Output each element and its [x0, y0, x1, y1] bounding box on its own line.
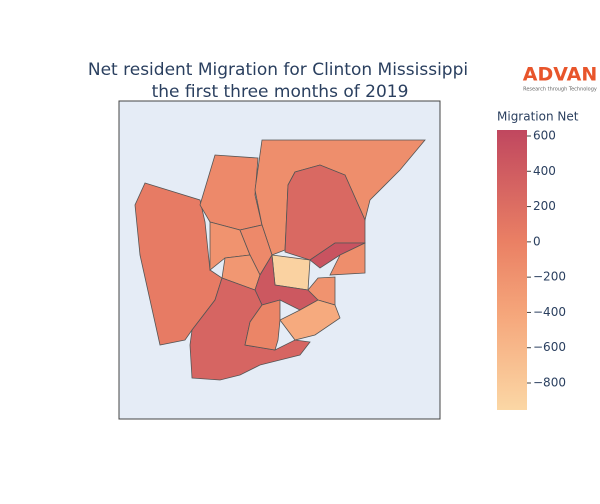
colorbar-tick-label: 600 [533, 128, 556, 142]
region [307, 276, 336, 306]
region [279, 299, 341, 341]
chart-title: Net resident Migration for Clinton Missi… [88, 60, 468, 80]
colorbar-tick-label: 200 [533, 199, 556, 213]
region [244, 299, 281, 351]
colorbar-tick-label: 0 [533, 234, 541, 248]
colorbar-tick-label: −400 [533, 305, 566, 319]
colorbar-tick-label: −600 [533, 340, 566, 354]
logo-name: ADVAN [523, 64, 598, 86]
colorbar-title: Migration Net [497, 110, 579, 124]
colorbar-tick-label: −200 [533, 270, 566, 284]
colorbar [497, 130, 527, 410]
logo-tagline: Research through Technology [523, 87, 597, 93]
region [329, 242, 366, 276]
chart-subtitle: the first three months of 2019 [152, 82, 409, 102]
colorbar-tick-label: −800 [533, 376, 566, 390]
region [271, 254, 311, 291]
colorbar-tick-label: 400 [533, 164, 556, 178]
